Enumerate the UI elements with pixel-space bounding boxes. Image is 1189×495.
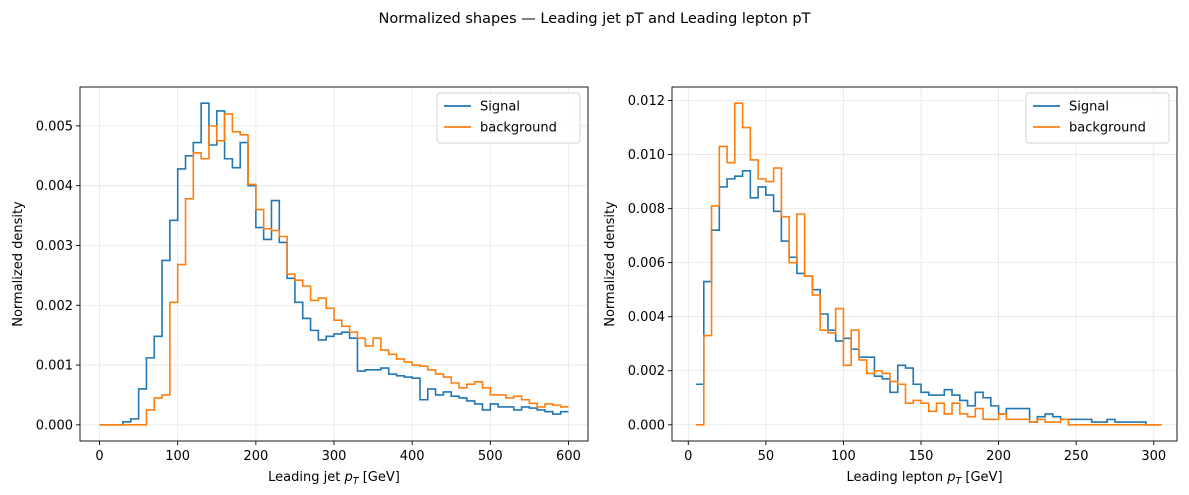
histogram-series-signal	[696, 169, 1162, 426]
legend-label-signal: Signal	[480, 100, 520, 115]
histogram-series-background	[99, 113, 569, 426]
x-tick-label: 150	[909, 449, 934, 464]
legend-label-background: background	[480, 121, 557, 136]
legend: Signal background	[436, 92, 581, 144]
y-tick-label: 0.004	[628, 310, 665, 325]
legend-box	[1025, 92, 1170, 144]
x-tick-label: 250	[1064, 449, 1089, 464]
x-tick-label: 600	[556, 449, 581, 464]
x-tick-label: 200	[986, 449, 1011, 464]
y-tick-label: 0.002	[36, 299, 73, 314]
x-tick-label: 300	[322, 449, 347, 464]
y-tick-label: 0.003	[36, 239, 73, 254]
x-tick-label: 300	[1141, 449, 1166, 464]
panel-leading-jet-pt: 0 100 200 300 400 500 600 0.000 0.001 0.002 0.003 0…	[11, 86, 589, 487]
x-tick-label: 400	[400, 449, 425, 464]
legend-label-signal: Signal	[1069, 100, 1109, 115]
y-tick-label: 0.010	[628, 148, 665, 163]
panel-leading-lepton-pt: 0 50 100 150 200 250 300 0.000 0.002 0.004 0.006 0.…	[603, 86, 1178, 487]
x-tick-label: 500	[478, 449, 503, 464]
y-tick-label: 0.008	[628, 202, 665, 217]
legend: Signal background	[1025, 92, 1170, 144]
y-tick-label: 0.000	[36, 418, 73, 433]
y-tick-label: 0.012	[628, 94, 665, 109]
legend-label-background: background	[1069, 121, 1146, 136]
grid	[672, 87, 1177, 441]
y-tick-label: 0.002	[628, 364, 665, 379]
x-tick-label: 50	[758, 449, 775, 464]
x-axis-label: Leading lepton pT [GeV]	[846, 470, 1002, 487]
legend-box	[436, 92, 581, 144]
x-axis-label: Leading jet pT [GeV]	[268, 470, 400, 487]
figure-suptitle: Normalized shapes — Leading jet pT and L…	[379, 11, 811, 27]
y-axis-label: Normalized density	[603, 201, 618, 327]
x-tick-label: 0	[684, 449, 692, 464]
y-axis-label: Normalized density	[11, 201, 26, 327]
y-tick-label: 0.005	[36, 119, 73, 134]
axes-frame	[671, 86, 1178, 442]
y-tick-label: 0.000	[628, 418, 665, 433]
x-tick-label: 200	[243, 449, 268, 464]
y-tick-label: 0.006	[628, 256, 665, 271]
histogram-series-signal	[99, 102, 569, 426]
x-tick-label: 100	[831, 449, 856, 464]
y-tick-label: 0.004	[36, 179, 73, 194]
histogram-series-background	[696, 102, 1162, 426]
x-tick-label: 100	[165, 449, 190, 464]
y-tick-label: 0.001	[36, 359, 73, 374]
x-tick-label: 0	[95, 449, 103, 464]
